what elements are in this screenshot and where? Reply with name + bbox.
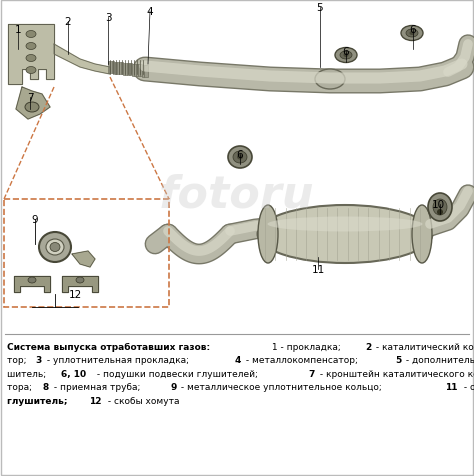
- Text: 3: 3: [105, 13, 111, 23]
- Bar: [125, 64, 127, 76]
- Text: 4: 4: [146, 7, 153, 17]
- Text: 6: 6: [410, 25, 416, 35]
- Text: 12: 12: [89, 396, 101, 405]
- Text: 4: 4: [235, 356, 241, 365]
- Text: fotoru: fotoru: [159, 173, 315, 216]
- Ellipse shape: [50, 243, 60, 252]
- Ellipse shape: [412, 206, 432, 263]
- Bar: [110, 62, 112, 74]
- Text: 6, 10: 6, 10: [61, 369, 86, 378]
- Ellipse shape: [257, 206, 432, 263]
- Ellipse shape: [228, 147, 252, 169]
- Text: 7: 7: [27, 93, 33, 103]
- Ellipse shape: [406, 30, 418, 38]
- Polygon shape: [62, 277, 98, 292]
- Bar: [128, 64, 130, 76]
- Bar: [112, 62, 114, 74]
- Text: - скобы хомута: - скобы хомута: [105, 396, 180, 405]
- Text: - металлическое уплотнительное кольцо;: - металлическое уплотнительное кольцо;: [178, 383, 385, 392]
- Text: - уплотнительная прокладка;: - уплотнительная прокладка;: [44, 356, 192, 365]
- Text: глушитель;: глушитель;: [7, 396, 71, 405]
- Ellipse shape: [267, 217, 422, 232]
- Ellipse shape: [344, 54, 348, 58]
- Bar: [138, 65, 140, 77]
- Bar: [116, 63, 118, 75]
- Text: Система выпуска отработавших газов:: Система выпуска отработавших газов:: [7, 342, 210, 351]
- Ellipse shape: [433, 199, 447, 216]
- Bar: [114, 62, 116, 74]
- Polygon shape: [72, 251, 95, 268]
- Text: - приемная труба;: - приемная труба;: [51, 383, 143, 392]
- Text: 12: 12: [68, 289, 82, 299]
- Ellipse shape: [401, 27, 423, 41]
- Text: 2: 2: [365, 342, 372, 351]
- Bar: [136, 65, 138, 77]
- Text: - подушки подвески глушителей;: - подушки подвески глушителей;: [93, 369, 260, 378]
- Bar: [123, 63, 125, 76]
- Ellipse shape: [233, 152, 247, 164]
- Ellipse shape: [258, 206, 278, 263]
- Bar: [132, 64, 134, 77]
- Bar: [144, 66, 147, 78]
- Ellipse shape: [315, 70, 345, 90]
- Text: тора;: тора;: [7, 383, 35, 392]
- Ellipse shape: [437, 209, 443, 216]
- Text: 9: 9: [170, 383, 176, 392]
- Bar: [118, 63, 119, 75]
- Bar: [121, 63, 123, 75]
- Text: 6: 6: [237, 149, 243, 159]
- Bar: [130, 64, 132, 76]
- Ellipse shape: [28, 278, 36, 283]
- Ellipse shape: [26, 68, 36, 74]
- Polygon shape: [54, 45, 110, 75]
- Text: - каталитический коллек-: - каталитический коллек-: [374, 342, 474, 351]
- Text: 8: 8: [43, 383, 49, 392]
- Text: тор;: тор;: [7, 356, 29, 365]
- Text: - металлокомпенсатор;: - металлокомпенсатор;: [243, 356, 361, 365]
- Bar: [134, 65, 136, 77]
- Text: 10: 10: [431, 199, 445, 209]
- Ellipse shape: [26, 55, 36, 62]
- Text: - дополнительный глу-: - дополнительный глу-: [403, 356, 474, 365]
- Text: 11: 11: [445, 383, 457, 392]
- Polygon shape: [8, 25, 54, 85]
- Bar: [142, 66, 144, 78]
- Text: 3: 3: [36, 356, 42, 365]
- Ellipse shape: [335, 49, 357, 63]
- Text: 7: 7: [309, 369, 315, 378]
- Polygon shape: [14, 277, 50, 292]
- Text: 9: 9: [32, 215, 38, 225]
- Text: 11: 11: [311, 265, 325, 275]
- Bar: [119, 63, 121, 75]
- Bar: [140, 65, 142, 77]
- Ellipse shape: [76, 278, 84, 283]
- Text: 2: 2: [64, 17, 71, 27]
- Ellipse shape: [25, 103, 39, 113]
- Text: 6: 6: [343, 47, 349, 57]
- Ellipse shape: [39, 232, 71, 262]
- Ellipse shape: [46, 239, 64, 256]
- Ellipse shape: [237, 155, 243, 160]
- Text: - основной: - основной: [461, 383, 474, 392]
- Polygon shape: [16, 88, 50, 120]
- Text: 1 - прокладка;: 1 - прокладка;: [269, 342, 344, 351]
- Bar: [108, 62, 110, 74]
- Ellipse shape: [410, 32, 414, 36]
- Bar: [4, 199, 169, 307]
- Text: 5: 5: [395, 356, 401, 365]
- Ellipse shape: [26, 43, 36, 50]
- Text: шитель;: шитель;: [7, 369, 49, 378]
- Ellipse shape: [340, 52, 352, 60]
- Bar: [127, 64, 128, 76]
- Ellipse shape: [428, 194, 452, 221]
- Ellipse shape: [26, 31, 36, 39]
- Text: 5: 5: [317, 3, 323, 13]
- Text: 1: 1: [15, 25, 21, 35]
- Text: - кронштейн каталитического колек-: - кронштейн каталитического колек-: [317, 369, 474, 378]
